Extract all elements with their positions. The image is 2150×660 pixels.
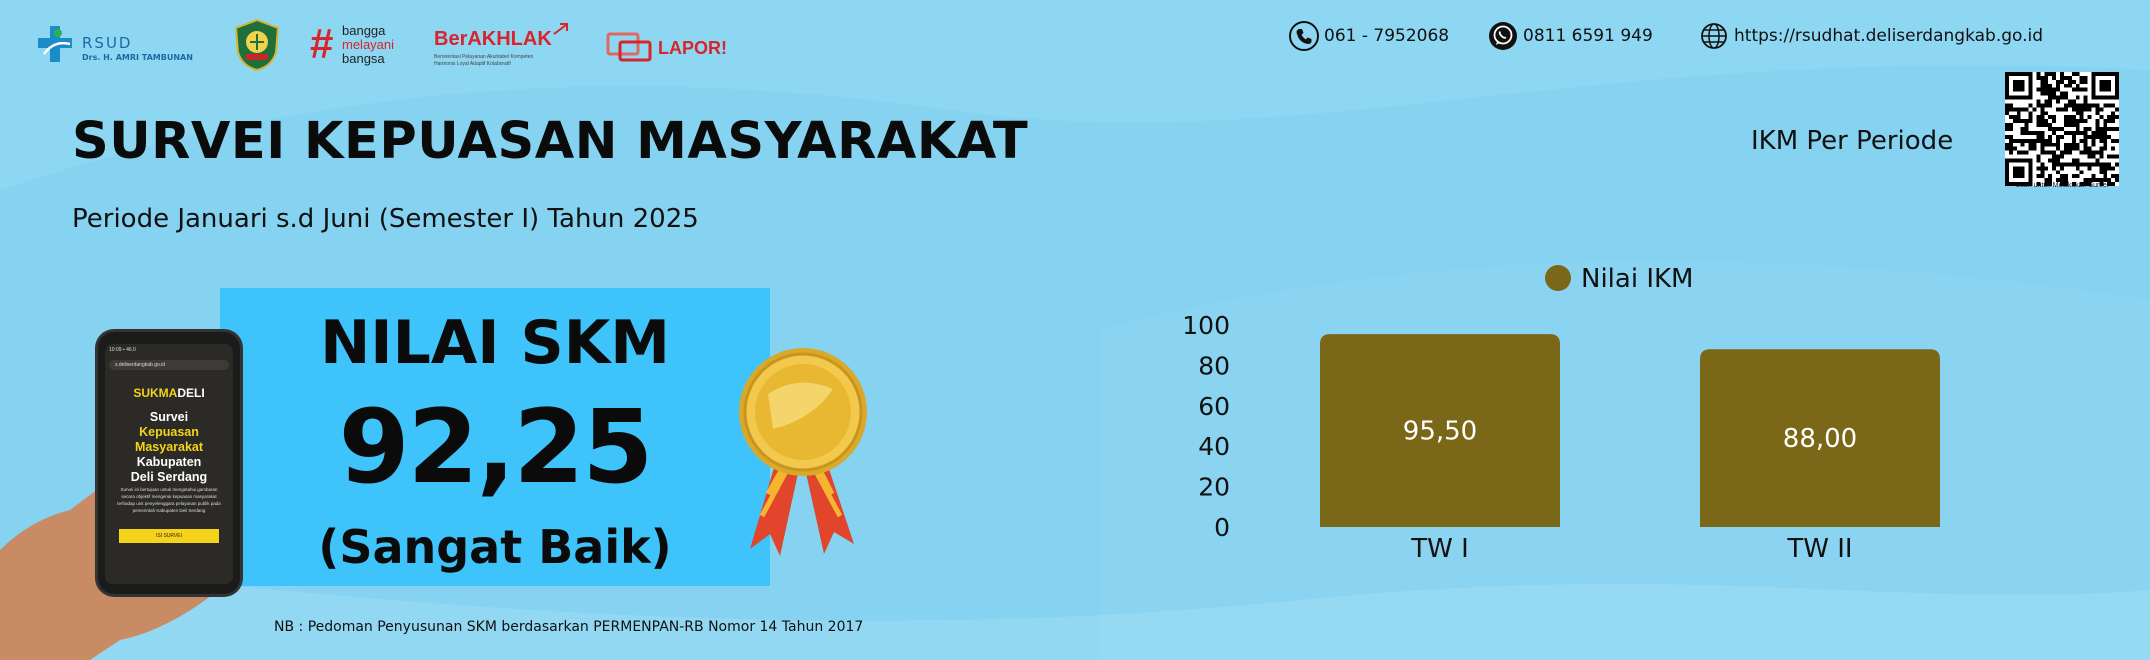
phone-screen: 10:09 ▪ 46.0 s.deliserdangkab.go.id SUKM… [105,344,233,584]
y-tick-label: 60 [1198,392,1230,421]
skm-score-card: NILAI SKM 92,25 (Sangat Baik) [220,288,770,586]
whatsapp-icon [1489,22,1517,50]
chart-title: IKM Per Periode [1751,126,1954,156]
phone-head-5: Deli Serdang [130,470,208,484]
contact-website[interactable]: https://rsudhat.deliserdangkab.go.id [1698,20,2043,52]
phone-heading: Survei Kepuasan Masyarakat Kabupaten Del… [105,410,233,485]
phone-head-4: Kabupaten [136,455,202,469]
phone-body-text: Survei ini bertujuan untuk mengetahui ga… [117,487,221,513]
rsud-logo: RSUD Drs. H. AMRI TAMBUNAN [36,22,206,70]
y-tick-label: 80 [1198,351,1230,380]
x-tick-label: TW I [1410,534,1469,564]
globe-icon [1701,23,1727,49]
bar-value-label: 88,00 [1783,424,1857,454]
phone-icon [1289,21,1319,51]
deli-serdang-seal-logo [234,18,280,72]
qr-caption: Scan untuk Melakukan Survei [2015,182,2109,189]
hashtag-icon: # [310,20,334,67]
lapor-logo: LAPOR! [606,30,736,66]
contact-whatsapp: 0811 6591 949 [1487,20,1653,52]
phone-survey-button: ISI SURVEI [119,529,219,543]
legend-swatch [1545,265,1571,291]
smartphone: 10:09 ▪ 46.0 s.deliserdangkab.go.id SUKM… [98,332,240,594]
chat-bubbles-icon [606,32,652,62]
phone-brand-a: SUKMA [133,386,178,400]
rsud-name: RSUD [82,34,133,52]
phone-status-bar: 10:09 ▪ 46.0 [109,347,136,353]
y-tick-label: 0 [1214,513,1230,542]
berakhlak-tagline-2: Harmonis Loyal Adaptif Kolaboratif [434,61,511,67]
bangga-line2: melayani [342,37,395,52]
whatsapp-number: 0811 6591 949 [1523,26,1653,46]
berakhlak-logo: BerAKHLAK Berorientasi Pelayanan Akuntab… [434,22,574,72]
bar-value-label: 95,50 [1403,417,1477,447]
berakhlak-word: BerAKHLAK [434,28,552,50]
bangga-line3: bangsa [342,51,385,66]
y-tick-label: 100 [1182,311,1230,340]
rsud-subtitle: Drs. H. AMRI TAMBUNAN [82,53,193,62]
skm-category: (Sangat Baik) [318,520,672,574]
rsud-cross-icon [38,26,72,62]
y-tick-label: 40 [1198,432,1230,461]
phone-head-2: Kepuasan [139,425,199,439]
phone-brand: SUKMADELI [105,386,233,400]
y-tick-label: 20 [1198,473,1230,502]
bangga-line1: bangga [342,23,386,38]
bangga-melayani-bangsa-logo: # bangga melayani bangsa [310,20,410,68]
page-title: SURVEI KEPUASAN MASYARAKAT [72,112,1029,171]
gold-medal-icon [739,348,867,556]
x-tick-label: TW II [1786,534,1852,564]
bar [1320,334,1560,527]
legend-label: Nilai IKM [1581,264,1693,294]
phone-head-1: Survei [149,410,189,424]
berakhlak-tagline-1: Berorientasi Pelayanan Akuntabel Kompete… [434,54,534,60]
website-url[interactable]: https://rsudhat.deliserdangkab.go.id [1734,26,2044,46]
skm-value: 92,25 [338,388,654,507]
phone-brand-b: DELI [177,386,205,400]
survey-qr-code[interactable] [2005,72,2119,186]
footnote: NB : Pedoman Penyusunan SKM berdasarkan … [274,619,864,635]
arrow-icon [553,23,568,35]
phone-head-3: Masyarakat [134,440,204,454]
lapor-word: LAPOR! [658,38,727,58]
phone-url-bar: s.deliserdangkab.go.id [109,360,229,370]
period-subtitle: Periode Januari s.d Juni (Semester I) Ta… [72,204,699,234]
phone-number: 061 - 7952068 [1324,26,1450,46]
bar [1700,349,1940,527]
ikm-bar-chart: Nilai IKM 0 20 40 60 80 100 95,50 TW I 88,00 TW II [1182,264,1940,564]
skm-label: NILAI SKM [320,308,670,378]
contact-phone: 061 - 7952068 [1288,20,1449,52]
